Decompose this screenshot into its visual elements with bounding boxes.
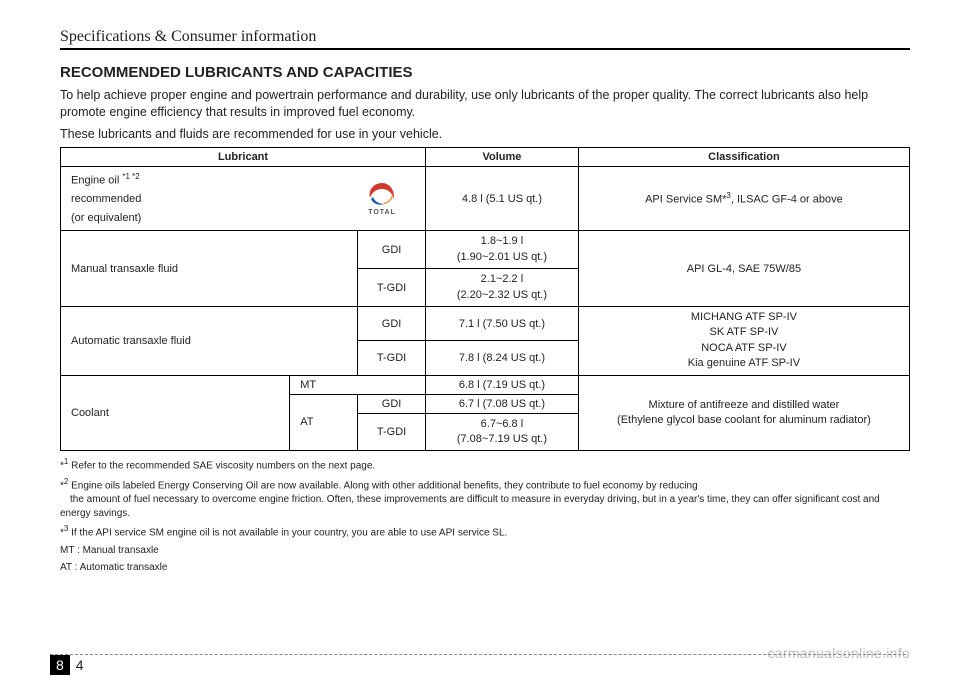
cell-coolant-at-tgdi-sub: T-GDI bbox=[358, 413, 426, 451]
cell-coolant-at-gdi-sub: GDI bbox=[358, 394, 426, 413]
intro-paragraph-1: To help achieve proper engine and powert… bbox=[60, 87, 910, 121]
th-volume: Volume bbox=[426, 147, 579, 166]
row-manual-gdi: Manual transaxle fluid GDI 1.8~1.9 l (1.… bbox=[61, 231, 910, 269]
cell-coolant-label: Coolant bbox=[61, 375, 290, 451]
cell-auto-tgdi-sub: T-GDI bbox=[358, 341, 426, 375]
footnote-3: *3 If the API service SM engine oil is n… bbox=[60, 524, 910, 540]
cell-manual-tgdi-vol: 2.1~2.2 l (2.20~2.32 US qt.) bbox=[426, 269, 579, 307]
cell-coolant-at-tgdi-vol: 6.7~6.8 l (7.08~7.19 US qt.) bbox=[426, 413, 579, 451]
running-header: Specifications & Consumer information bbox=[60, 28, 910, 50]
lubricants-table: Lubricant Volume Classification Engine o… bbox=[60, 147, 910, 452]
total-logo-icon bbox=[365, 181, 399, 207]
cell-auto-class: MICHANG ATF SP-IV SK ATF SP-IV NOCA ATF … bbox=[578, 307, 909, 376]
engine-oil-line1: Engine oil bbox=[71, 174, 122, 186]
cell-coolant-class: Mixture of antifreeze and distilled wate… bbox=[578, 375, 909, 451]
chapter-number: 8 bbox=[50, 655, 70, 675]
cell-auto-label: Automatic transaxle fluid bbox=[61, 307, 358, 376]
engine-oil-class-pre: API Service SM* bbox=[645, 194, 726, 206]
cell-coolant-mt: MT bbox=[290, 375, 426, 394]
th-lubricant: Lubricant bbox=[61, 147, 426, 166]
cell-engine-oil-class: API Service SM*3, ILSAC GF-4 or above bbox=[578, 166, 909, 231]
cell-auto-gdi-vol: 7.1 l (7.50 US qt.) bbox=[426, 307, 579, 341]
total-logo-text: TOTAL bbox=[368, 209, 396, 216]
cell-auto-tgdi-vol: 7.8 l (8.24 US qt.) bbox=[426, 341, 579, 375]
cell-coolant-mt-vol: 6.8 l (7.19 US qt.) bbox=[426, 375, 579, 394]
cell-auto-gdi-sub: GDI bbox=[358, 307, 426, 341]
cell-manual-gdi-vol: 1.8~1.9 l (1.90~2.01 US qt.) bbox=[426, 231, 579, 269]
cell-manual-class: API GL-4, SAE 75W/85 bbox=[578, 231, 909, 307]
cell-manual-label: Manual transaxle fluid bbox=[61, 231, 358, 307]
row-auto-gdi: Automatic transaxle fluid GDI 7.1 l (7.5… bbox=[61, 307, 910, 341]
cell-engine-oil-label: Engine oil *1 *2 recommended (or equival… bbox=[61, 166, 426, 231]
engine-oil-line3: (or equivalent) bbox=[71, 212, 141, 224]
table-header-row: Lubricant Volume Classification bbox=[61, 147, 910, 166]
cell-coolant-at-gdi-vol: 6.7 l (7.08 US qt.) bbox=[426, 394, 579, 413]
engine-oil-sup: *1 *2 bbox=[122, 172, 139, 181]
cell-manual-gdi-sub: GDI bbox=[358, 231, 426, 269]
engine-oil-class-post: , ILSAC GF-4 or above bbox=[731, 194, 843, 206]
footnote-mt: MT : Manual transaxle bbox=[60, 544, 910, 558]
row-coolant-mt: Coolant MT 6.8 l (7.19 US qt.) Mixture o… bbox=[61, 375, 910, 394]
page-number: 4 bbox=[74, 655, 86, 675]
cell-engine-oil-volume: 4.8 l (5.1 US qt.) bbox=[426, 166, 579, 231]
footnotes: *1 Refer to the recommended SAE viscosit… bbox=[60, 457, 910, 574]
footnote-2: *2 Engine oils labeled Energy Conserving… bbox=[60, 477, 910, 520]
page-number-bar: 8 4 bbox=[50, 654, 906, 675]
footnote-at: AT : Automatic transaxle bbox=[60, 561, 910, 575]
engine-oil-line2: recommended bbox=[71, 193, 141, 205]
footnote-1: *1 Refer to the recommended SAE viscosit… bbox=[60, 457, 910, 473]
th-classification: Classification bbox=[578, 147, 909, 166]
cell-manual-tgdi-sub: T-GDI bbox=[358, 269, 426, 307]
cell-coolant-at: AT bbox=[290, 394, 358, 451]
section-title: RECOMMENDED LUBRICANTS AND CAPACITIES bbox=[60, 64, 910, 81]
row-engine-oil: Engine oil *1 *2 recommended (or equival… bbox=[61, 166, 910, 231]
intro-paragraph-2: These lubricants and fluids are recommen… bbox=[60, 127, 910, 141]
total-logo: TOTAL bbox=[365, 181, 399, 216]
